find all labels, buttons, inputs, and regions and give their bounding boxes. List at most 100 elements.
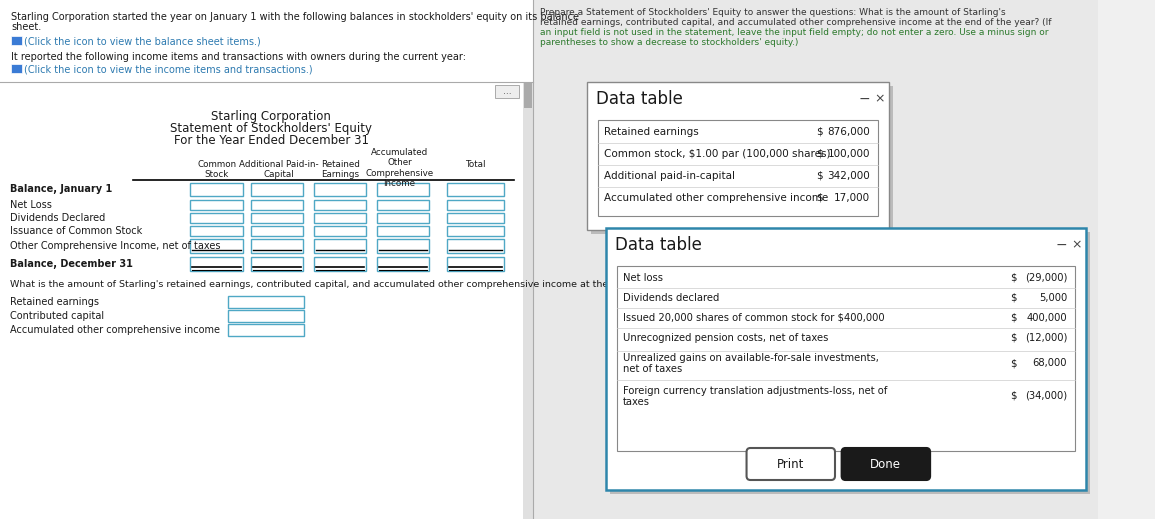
Text: Foreign currency translation adjustments-loss, net of: Foreign currency translation adjustments… (623, 386, 887, 396)
Bar (617, 266, 1074, 451)
Text: $: $ (815, 193, 822, 203)
Text: What is the amount of Starling's retained earnings, contributed capital, and acc: What is the amount of Starling's retaine… (9, 280, 688, 289)
Text: Retained earnings: Retained earnings (604, 127, 699, 137)
Bar (447, 213, 504, 223)
Bar (229, 310, 304, 322)
Bar (606, 228, 1086, 490)
Text: ×: × (874, 92, 885, 105)
Text: (34,000): (34,000) (1024, 391, 1067, 401)
FancyBboxPatch shape (746, 448, 835, 480)
Bar (229, 296, 304, 308)
Bar (377, 200, 429, 210)
Text: $: $ (1009, 313, 1016, 323)
Text: Balance, December 31: Balance, December 31 (9, 259, 133, 269)
Bar (377, 183, 429, 196)
Text: Data table: Data table (616, 236, 702, 254)
Text: $: $ (815, 171, 822, 181)
Text: Starling Corporation started the year on January 1 with the following balances i: Starling Corporation started the year on… (12, 12, 580, 22)
Bar (251, 226, 304, 236)
Text: Done: Done (870, 458, 901, 471)
Bar (314, 200, 366, 210)
Text: 100,000: 100,000 (828, 149, 870, 159)
Text: For the Year Ended December 31: For the Year Ended December 31 (173, 134, 368, 147)
Bar (377, 226, 429, 236)
Bar (524, 83, 531, 108)
Bar (191, 213, 243, 223)
Text: Total: Total (465, 160, 486, 169)
Text: Common stock, $1.00 par (100,000 shares): Common stock, $1.00 par (100,000 shares) (604, 149, 830, 159)
Text: 400,000: 400,000 (1027, 313, 1067, 323)
Text: (12,000): (12,000) (1024, 333, 1067, 343)
Text: $: $ (1009, 391, 1016, 401)
Bar (251, 213, 304, 223)
Bar (532, 0, 1098, 519)
Bar (610, 232, 1090, 494)
Bar (191, 200, 243, 210)
Text: Balance, January 1: Balance, January 1 (9, 184, 112, 195)
Bar (377, 239, 429, 253)
Text: 342,000: 342,000 (827, 171, 870, 181)
Bar (447, 239, 504, 253)
Bar (12, 36, 22, 45)
Text: sheet.: sheet. (12, 22, 42, 32)
Text: Common
Stock: Common Stock (198, 160, 237, 180)
Text: (29,000): (29,000) (1024, 273, 1067, 283)
Text: net of taxes: net of taxes (623, 364, 683, 374)
Bar (191, 183, 243, 196)
Bar (251, 257, 304, 271)
Bar (587, 82, 889, 230)
Text: Accumulated other comprehensive income: Accumulated other comprehensive income (604, 193, 828, 203)
Text: Accumulated other comprehensive income: Accumulated other comprehensive income (9, 325, 219, 335)
Text: $: $ (1009, 293, 1016, 303)
Bar (191, 239, 243, 253)
Bar (447, 226, 504, 236)
Text: 68,000: 68,000 (1033, 358, 1067, 368)
Bar (447, 200, 504, 210)
Text: Dividends Declared: Dividends Declared (9, 213, 105, 223)
Text: Issued 20,000 shares of common stock for $400,000: Issued 20,000 shares of common stock for… (623, 313, 885, 323)
Text: Additional paid-in-capital: Additional paid-in-capital (604, 171, 735, 181)
Bar (191, 257, 243, 271)
Text: parentheses to show a decrease to stockholders' equity.): parentheses to show a decrease to stockh… (541, 38, 798, 47)
FancyBboxPatch shape (842, 448, 930, 480)
Bar (251, 239, 304, 253)
Text: Net loss: Net loss (623, 273, 663, 283)
Text: Print: Print (776, 458, 804, 471)
Bar (314, 226, 366, 236)
Bar (377, 213, 429, 223)
Text: ×: × (1071, 238, 1081, 251)
Text: taxes: taxes (623, 397, 650, 407)
Text: Prepare a Statement of Stockholders' Equity to answer the questions: What is the: Prepare a Statement of Stockholders' Equ… (541, 8, 1006, 17)
Bar (494, 85, 520, 98)
Bar (251, 183, 304, 196)
Bar (598, 120, 878, 216)
Text: Statement of Stockholders' Equity: Statement of Stockholders' Equity (170, 122, 372, 135)
Text: $: $ (1009, 273, 1016, 283)
Text: Dividends declared: Dividends declared (623, 293, 720, 303)
Text: Contributed capital: Contributed capital (9, 311, 104, 321)
Text: $: $ (1009, 333, 1016, 343)
Text: Unrealized gains on available-for-sale investments,: Unrealized gains on available-for-sale i… (623, 353, 879, 363)
Bar (229, 324, 304, 336)
Text: 17,000: 17,000 (834, 193, 870, 203)
Text: It reported the following income items and transactions with owners during the c: It reported the following income items a… (12, 52, 467, 62)
Bar (314, 183, 366, 196)
Text: Net Loss: Net Loss (9, 200, 51, 210)
Bar (314, 239, 366, 253)
Text: Additional Paid-in-
Capital: Additional Paid-in- Capital (239, 160, 319, 180)
Bar (447, 183, 504, 196)
Text: −: − (1056, 238, 1067, 252)
Bar (251, 200, 304, 210)
Text: (Click the icon to view the income items and transactions.): (Click the icon to view the income items… (24, 64, 312, 74)
Text: retained earnings, contributed capital, and accumulated other comprehensive inco: retained earnings, contributed capital, … (541, 18, 1052, 27)
Bar (12, 64, 22, 73)
Bar (447, 257, 504, 271)
Bar (590, 86, 893, 234)
Text: 876,000: 876,000 (827, 127, 870, 137)
Text: (Click the icon to view the balance sheet items.): (Click the icon to view the balance shee… (24, 36, 261, 46)
Text: Accumulated
Other
Comprehensive
Income: Accumulated Other Comprehensive Income (365, 148, 433, 188)
Text: Starling Corporation: Starling Corporation (211, 110, 331, 123)
Text: $: $ (815, 149, 822, 159)
Bar (0, 0, 532, 519)
Text: ...: ... (502, 87, 512, 95)
